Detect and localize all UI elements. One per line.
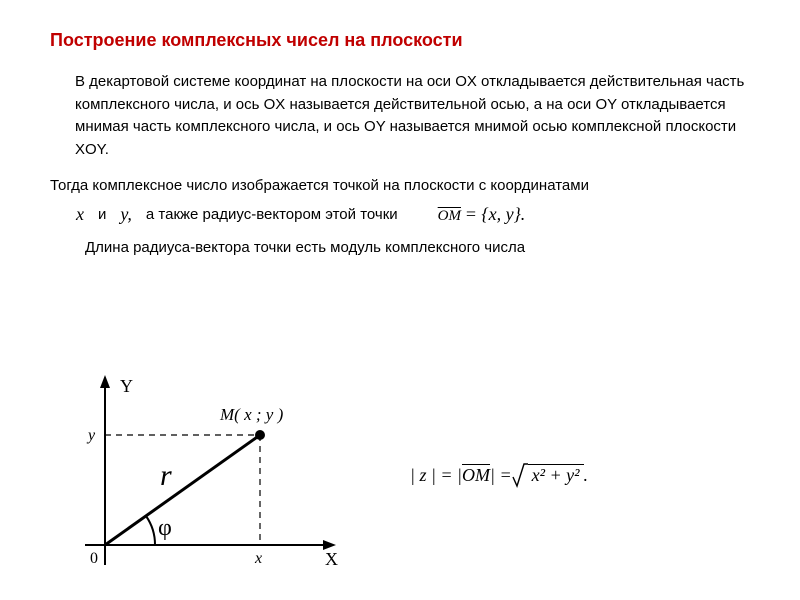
om-vector: OM [438,208,461,224]
formula-lhs2: | = [490,465,512,486]
sqrt-body: x² + y² [528,464,584,486]
point-m-label: M( x ; y ) [219,405,284,424]
xy-tail-text: а также радиус-вектором этой точки [146,206,398,223]
x-axis-label: X [325,549,338,569]
om-equals: = {x, y}. [465,204,526,224]
x-symbol: x [76,204,84,225]
intro-paragraph: В декартовой системе координат на плоско… [75,71,750,161]
x-tick-label: x [254,550,262,567]
formula-lhs1: | z | = | [410,465,462,486]
r-label: r [160,459,172,492]
formula-dot: . [584,465,589,486]
modulus-paragraph: Длина радиуса-вектора точки есть модуль … [85,239,750,256]
modulus-formula: | z | = | OM | = x² + y² . [410,462,588,488]
xy-vector-line: x и y, а также радиус-вектором этой точк… [70,204,750,225]
complex-plane-diagram: Y X 0 y x M( x ; y ) r φ [50,370,350,580]
page-title: Построение комплексных чисел на плоскост… [50,30,750,51]
y-axis-label: Y [120,376,133,396]
formula-om: OM [462,465,490,486]
phi-label: φ [158,515,172,541]
point-paragraph: Тогда комплексное число изображается точ… [50,175,750,198]
y-tick-label: y [86,427,96,444]
sqrt-icon [512,462,528,488]
and-word: и [98,206,106,223]
y-symbol: y, [120,204,132,225]
origin-label: 0 [90,550,98,567]
